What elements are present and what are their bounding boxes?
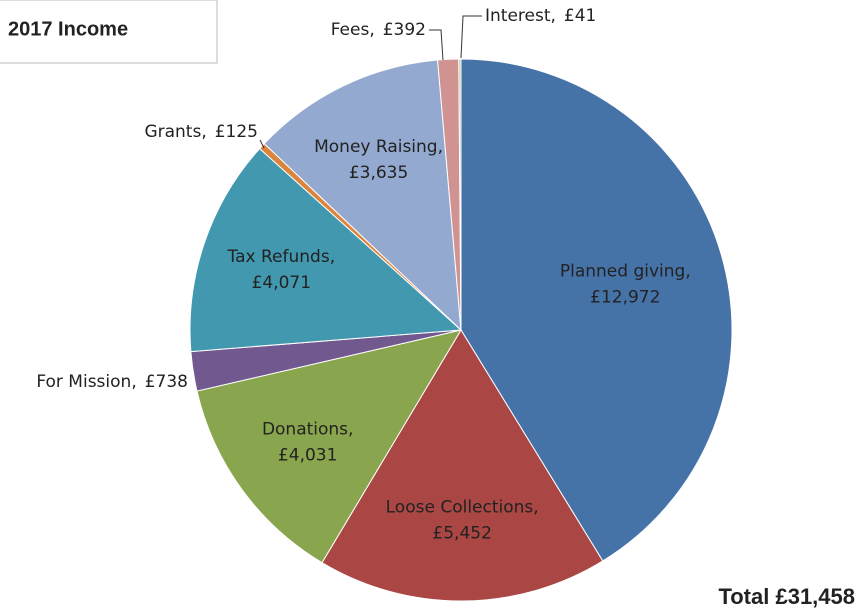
value-label: £125	[215, 122, 258, 142]
label-separator: ,	[330, 247, 335, 267]
label-separator: ,	[348, 420, 353, 440]
pie-slice	[458, 58, 462, 331]
value-label: £5,452	[432, 524, 491, 544]
label-separator: ,	[533, 498, 538, 518]
label-separator: ,	[438, 137, 443, 157]
chart-title: 2017 Income	[8, 18, 128, 40]
data-label: Money Raising,	[314, 137, 443, 157]
pie-slice	[460, 58, 733, 562]
label-separator: ,	[131, 372, 136, 392]
value-label: £4,071	[252, 273, 311, 293]
pie-slice	[321, 329, 604, 602]
category-label: Fees	[331, 20, 370, 40]
data-label: For Mission, £738	[36, 372, 188, 392]
data-label: Fees, £392	[331, 20, 426, 40]
data-label: Tax Refunds,	[227, 247, 336, 267]
category-label: Planned giving	[560, 262, 685, 282]
value-label: £12,972	[590, 288, 660, 308]
pie-slice	[189, 147, 463, 353]
data-label: Grants, £125	[144, 122, 258, 142]
data-label: Donations,	[262, 420, 354, 440]
label-separator: ,	[369, 20, 374, 40]
value-label: £392	[383, 20, 426, 40]
category-label: Grants	[144, 122, 201, 142]
pie-slice	[263, 59, 462, 332]
leader-line	[259, 139, 265, 149]
leader-line	[429, 29, 444, 61]
title-box	[0, 0, 218, 64]
value-label: £738	[145, 372, 188, 392]
label-separator: ,	[201, 122, 206, 142]
pie-slice	[196, 329, 463, 564]
value-label: £4,031	[278, 446, 337, 466]
total-annotation: Total £31,458	[718, 584, 855, 609]
category-label: Tax Refunds	[227, 247, 330, 267]
data-label: Planned giving,	[560, 262, 691, 282]
value-label: £3,635	[349, 163, 408, 183]
category-label: For Mission	[36, 372, 131, 392]
category-label: Loose Collections	[386, 498, 534, 518]
data-label: Interest, £41	[485, 6, 596, 26]
category-label: Donations	[262, 420, 348, 440]
label-separator: ,	[551, 6, 556, 26]
leader-line	[460, 15, 482, 59]
category-label: Interest	[485, 6, 551, 26]
category-label: Money Raising	[314, 137, 438, 157]
value-label: £41	[564, 6, 596, 26]
data-label: Loose Collections,	[386, 498, 539, 518]
label-separator: ,	[685, 262, 690, 282]
